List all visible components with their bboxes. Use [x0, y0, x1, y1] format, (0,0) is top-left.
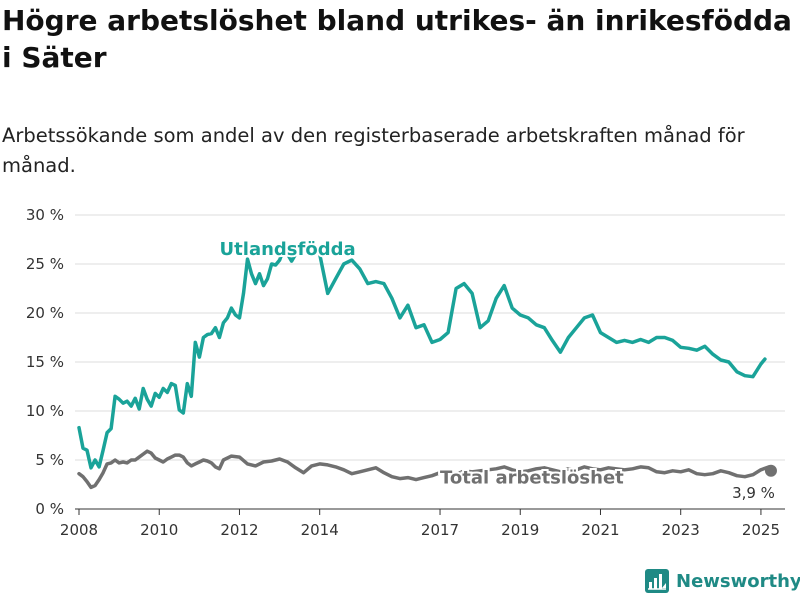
y-tick-label: 10 %: [26, 402, 64, 420]
series-line-0: [77, 240, 767, 470]
y-axis: 0 % 5 % 10 % 15 % 20 % 25 % 30 %: [26, 206, 64, 518]
line-chart: 0 %5 %10 %15 %20 %25 %30 % 2008 2010 2012 2…: [26, 206, 785, 539]
series-line-1: [77, 449, 773, 490]
x-tick-label: 2019: [501, 521, 539, 539]
y-tick-label: 25 %: [26, 255, 64, 273]
x-tick-label: 2012: [220, 521, 258, 539]
x-tick-label: 2010: [140, 521, 178, 539]
x-tick-label: 2023: [662, 521, 700, 539]
y-tick-label: 15 %: [26, 353, 64, 371]
series-label: Total arbetslöshet: [440, 468, 624, 489]
chart-title: Högre arbetslöshet bland utrikes- än inr…: [2, 4, 792, 74]
series-label: Utlandsfödda: [220, 239, 356, 260]
x-tick-label: 2014: [301, 521, 339, 539]
y-tick-label: 20 %: [26, 304, 64, 322]
x-tick-label: 2017: [421, 521, 459, 539]
x-axis: 2008 2010 2012 2014 2017 2019 2021 2023 2025: [60, 508, 785, 539]
series-labels: Utlandsfödda Total arbetslöshet 3,9 %: [218, 237, 775, 502]
y-tick-label: 5 %: [35, 451, 64, 469]
x-tick-label: 2025: [742, 521, 780, 539]
x-tick-label: 2021: [581, 521, 619, 539]
series-lines: [77, 240, 777, 490]
y-tick-label: 30 %: [26, 206, 64, 224]
newsworthy-logo-icon: [645, 569, 669, 593]
chart-subtitle: Arbetssökande som andel av den registerb…: [2, 124, 745, 177]
y-tick-label: 0 %: [35, 500, 64, 518]
last-value-marker: [764, 464, 777, 477]
newsworthy-logo[interactable]: Newsworthy: [645, 569, 800, 593]
brand-name: Newsworthy: [676, 570, 800, 592]
x-tick-label: 2008: [60, 521, 98, 539]
last-value-label: 3,9 %: [732, 484, 775, 502]
